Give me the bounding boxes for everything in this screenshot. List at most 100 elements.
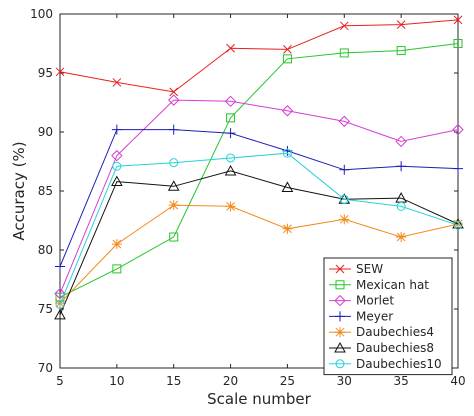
legend-marker bbox=[335, 264, 345, 274]
data-point-morlet bbox=[224, 95, 237, 108]
x-tick-label: 20 bbox=[223, 374, 238, 388]
data-point-daubechies10 bbox=[339, 194, 349, 204]
legend-entry-meyer: Meyer bbox=[329, 309, 393, 323]
data-point-morlet bbox=[338, 115, 350, 128]
series-line-daubechies4 bbox=[59, 204, 459, 304]
data-point-daubechies10 bbox=[55, 299, 65, 309]
legend-label: Daubechies8 bbox=[356, 341, 434, 355]
y-tick-label: 85 bbox=[38, 184, 53, 198]
data-point-mexican-hat bbox=[453, 39, 463, 48]
series-meyer bbox=[55, 124, 463, 272]
data-point-daubechies8 bbox=[111, 175, 123, 187]
y-tick-label: 100 bbox=[30, 7, 53, 21]
series-mexican-hat bbox=[55, 39, 463, 302]
data-point-mexican-hat bbox=[169, 232, 179, 242]
data-point-sew bbox=[226, 43, 235, 53]
data-point-mexican-hat bbox=[112, 264, 122, 274]
legend-entry-daubechies10: Daubechies10 bbox=[329, 357, 442, 371]
data-point-meyer bbox=[453, 163, 463, 174]
data-point-mexican-hat bbox=[282, 54, 292, 64]
data-point-sew bbox=[453, 15, 463, 25]
series-line-daubechies8 bbox=[59, 170, 459, 316]
data-point-daubechies8 bbox=[281, 181, 294, 192]
legend-label: Meyer bbox=[356, 309, 393, 323]
data-point-morlet bbox=[111, 149, 123, 162]
y-tick-label: 75 bbox=[38, 302, 53, 316]
data-point-daubechies4 bbox=[396, 232, 407, 243]
legend-entry-mexican-hat: Mexican hat bbox=[329, 278, 429, 292]
series-line-meyer bbox=[59, 129, 459, 267]
legend-label: SEW bbox=[356, 262, 383, 276]
series-line-mexican-hat bbox=[59, 43, 459, 298]
data-point-meyer bbox=[396, 161, 407, 172]
data-point-daubechies8 bbox=[452, 218, 464, 229]
legend-marker bbox=[335, 280, 345, 290]
data-point-daubechies4 bbox=[225, 201, 236, 212]
legend-marker bbox=[334, 341, 346, 353]
data-point-daubechies4 bbox=[453, 219, 463, 230]
data-point-daubechies10 bbox=[282, 148, 292, 158]
x-tick-label: 30 bbox=[337, 374, 352, 388]
series-daubechies8 bbox=[54, 164, 464, 320]
data-point-daubechies8 bbox=[54, 308, 66, 320]
y-tick-label: 70 bbox=[38, 361, 53, 375]
data-point-daubechies10 bbox=[169, 158, 179, 168]
x-tick-label: 10 bbox=[109, 374, 124, 388]
y-axis: 70 75 80 85 90 95 100 bbox=[30, 7, 458, 375]
data-point-meyer bbox=[111, 124, 122, 135]
data-point-daubechies8 bbox=[167, 180, 180, 191]
data-point-sew bbox=[283, 45, 292, 54]
data-point-meyer bbox=[55, 261, 65, 272]
legend-marker bbox=[334, 294, 346, 307]
series-daubechies10 bbox=[55, 148, 463, 309]
x-tick-label: 5 bbox=[56, 374, 64, 388]
legend-label: Daubechies10 bbox=[356, 357, 442, 371]
data-point-morlet bbox=[395, 135, 407, 148]
data-point-daubechies10 bbox=[112, 161, 122, 171]
data-point-mexican-hat bbox=[396, 46, 406, 56]
series-layer bbox=[54, 15, 464, 320]
data-point-daubechies4 bbox=[168, 200, 179, 211]
x-tick-label: 35 bbox=[394, 374, 409, 388]
x-axis-label: Scale number bbox=[207, 390, 312, 408]
series-line-daubechies10 bbox=[59, 152, 459, 305]
data-point-meyer bbox=[168, 124, 179, 135]
data-point-meyer bbox=[225, 128, 236, 139]
x-tick-label: 40 bbox=[450, 374, 465, 388]
data-point-daubechies4 bbox=[111, 239, 122, 250]
legend-entry-daubechies4: Daubechies4 bbox=[329, 325, 434, 339]
data-point-mexican-hat bbox=[339, 48, 349, 58]
legend-marker bbox=[335, 311, 345, 322]
data-point-morlet bbox=[281, 105, 294, 117]
data-point-sew bbox=[169, 87, 179, 97]
legend-entry-sew: SEW bbox=[329, 262, 383, 276]
legend-label: Morlet bbox=[356, 294, 394, 308]
data-point-sew bbox=[55, 67, 65, 77]
legend-label: Mexican hat bbox=[356, 278, 429, 292]
data-point-daubechies4 bbox=[339, 214, 350, 225]
data-point-daubechies4 bbox=[282, 223, 293, 234]
data-point-daubechies10 bbox=[226, 153, 236, 163]
data-point-morlet bbox=[452, 123, 464, 136]
y-axis-label: Accuracy (%) bbox=[10, 141, 28, 240]
data-point-sew bbox=[339, 21, 349, 31]
data-point-mexican-hat bbox=[226, 113, 236, 123]
data-point-sew bbox=[396, 20, 406, 29]
data-point-daubechies8 bbox=[395, 192, 407, 203]
legend-marker bbox=[335, 359, 345, 369]
data-point-sew bbox=[112, 78, 122, 87]
data-point-meyer bbox=[339, 164, 350, 175]
legend-entry-morlet: Morlet bbox=[329, 294, 394, 308]
y-tick-label: 90 bbox=[38, 125, 53, 139]
x-tick-label: 25 bbox=[280, 374, 295, 388]
data-point-daubechies10 bbox=[396, 201, 406, 211]
series-line-morlet bbox=[59, 99, 459, 294]
y-tick-label: 95 bbox=[38, 66, 53, 80]
y-tick-label: 80 bbox=[38, 243, 53, 257]
data-point-daubechies10 bbox=[453, 220, 463, 230]
series-morlet bbox=[54, 94, 464, 300]
series-sew bbox=[55, 15, 463, 97]
legend-marker bbox=[335, 327, 345, 338]
